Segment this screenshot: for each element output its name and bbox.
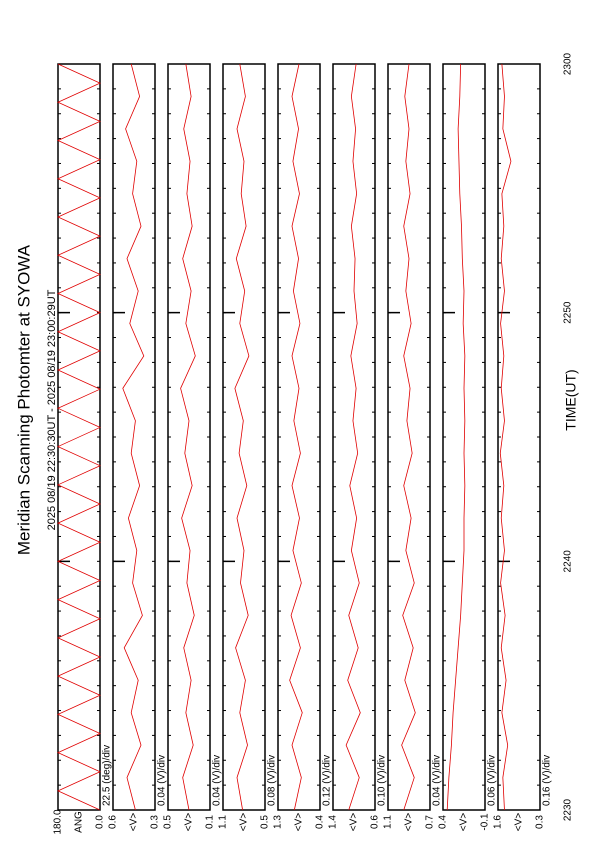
panel-scale: 0.16 (V)/div bbox=[542, 755, 553, 806]
trace bbox=[499, 63, 512, 811]
y-tick-label: 1.1 bbox=[218, 815, 229, 829]
x-axis-label: TIME(UT) bbox=[563, 369, 579, 430]
y-tick-label: 0.1 bbox=[205, 815, 216, 829]
panel-scale: 0.04 (V)/div bbox=[432, 755, 443, 806]
panel-frame bbox=[442, 63, 486, 811]
panel-scale: 0.04 (V)/div bbox=[157, 755, 168, 806]
y-tick-label: 0.4 bbox=[438, 815, 449, 829]
unit-label: <V> bbox=[349, 813, 360, 832]
x-tick-label: 2230 bbox=[563, 798, 574, 821]
y-tick-label: 1.3 bbox=[273, 815, 284, 829]
panel-frame bbox=[332, 63, 376, 811]
y-tick-label: 0.6 bbox=[370, 815, 381, 829]
x-tick-label: 2300 bbox=[563, 52, 574, 75]
panel-frame bbox=[387, 63, 431, 811]
trace bbox=[234, 63, 250, 811]
trace bbox=[122, 63, 145, 811]
y-tick-label: 1.6 bbox=[493, 815, 504, 829]
unit-label: <V> bbox=[129, 813, 140, 832]
unit-label: <V> bbox=[239, 813, 250, 832]
panel-frame bbox=[277, 63, 321, 811]
panel-scale: 0.12 (V)/div bbox=[322, 755, 333, 806]
y-tick-label: 1.4 bbox=[328, 815, 339, 829]
chart-title: Meridian Scanning Photomter at SYOWA bbox=[14, 244, 33, 555]
panel-scale: 0.06 (V)/div bbox=[487, 755, 498, 806]
trace bbox=[180, 63, 196, 811]
trace bbox=[446, 63, 466, 811]
panel-scale: 0.04 (V)/div bbox=[212, 755, 223, 806]
trace bbox=[345, 63, 361, 811]
trace bbox=[289, 63, 303, 811]
trace bbox=[57, 63, 101, 811]
y-tick-label: -0.1 bbox=[480, 813, 491, 831]
y-tick-label: 0.3 bbox=[150, 815, 161, 829]
y-tick-label: 1.1 bbox=[383, 815, 394, 829]
y-tick-label: 180.0 bbox=[53, 809, 64, 834]
panel-scale: 22.5 (deg)/div bbox=[102, 745, 113, 806]
unit-label: <V> bbox=[514, 813, 525, 832]
unit-label: <V> bbox=[404, 813, 415, 832]
unit-label: ANG bbox=[74, 811, 85, 833]
panel-frame bbox=[222, 63, 266, 811]
y-tick-label: 0.4 bbox=[315, 815, 326, 829]
x-tick-label: 2250 bbox=[563, 301, 574, 324]
unit-label: <V> bbox=[294, 813, 305, 832]
y-tick-label: 0.5 bbox=[260, 815, 271, 829]
y-tick-label: 0.0 bbox=[95, 815, 106, 829]
panel-frame bbox=[497, 63, 541, 811]
panel-scale: 0.10 (V)/div bbox=[377, 755, 388, 806]
x-tick-label: 2240 bbox=[563, 550, 574, 573]
y-tick-label: 0.3 bbox=[535, 815, 546, 829]
panel-scale: 0.08 (V)/div bbox=[267, 755, 278, 806]
subtitle: 2025 08/19 22:30:30UT - 2025 08/19 23:00… bbox=[46, 289, 58, 530]
y-tick-label: 0.6 bbox=[108, 815, 119, 829]
unit-label: <V> bbox=[459, 813, 470, 832]
y-tick-label: 0.5 bbox=[163, 815, 174, 829]
trace bbox=[401, 63, 416, 811]
y-tick-label: 0.7 bbox=[425, 815, 436, 829]
unit-label: <V> bbox=[184, 813, 195, 832]
